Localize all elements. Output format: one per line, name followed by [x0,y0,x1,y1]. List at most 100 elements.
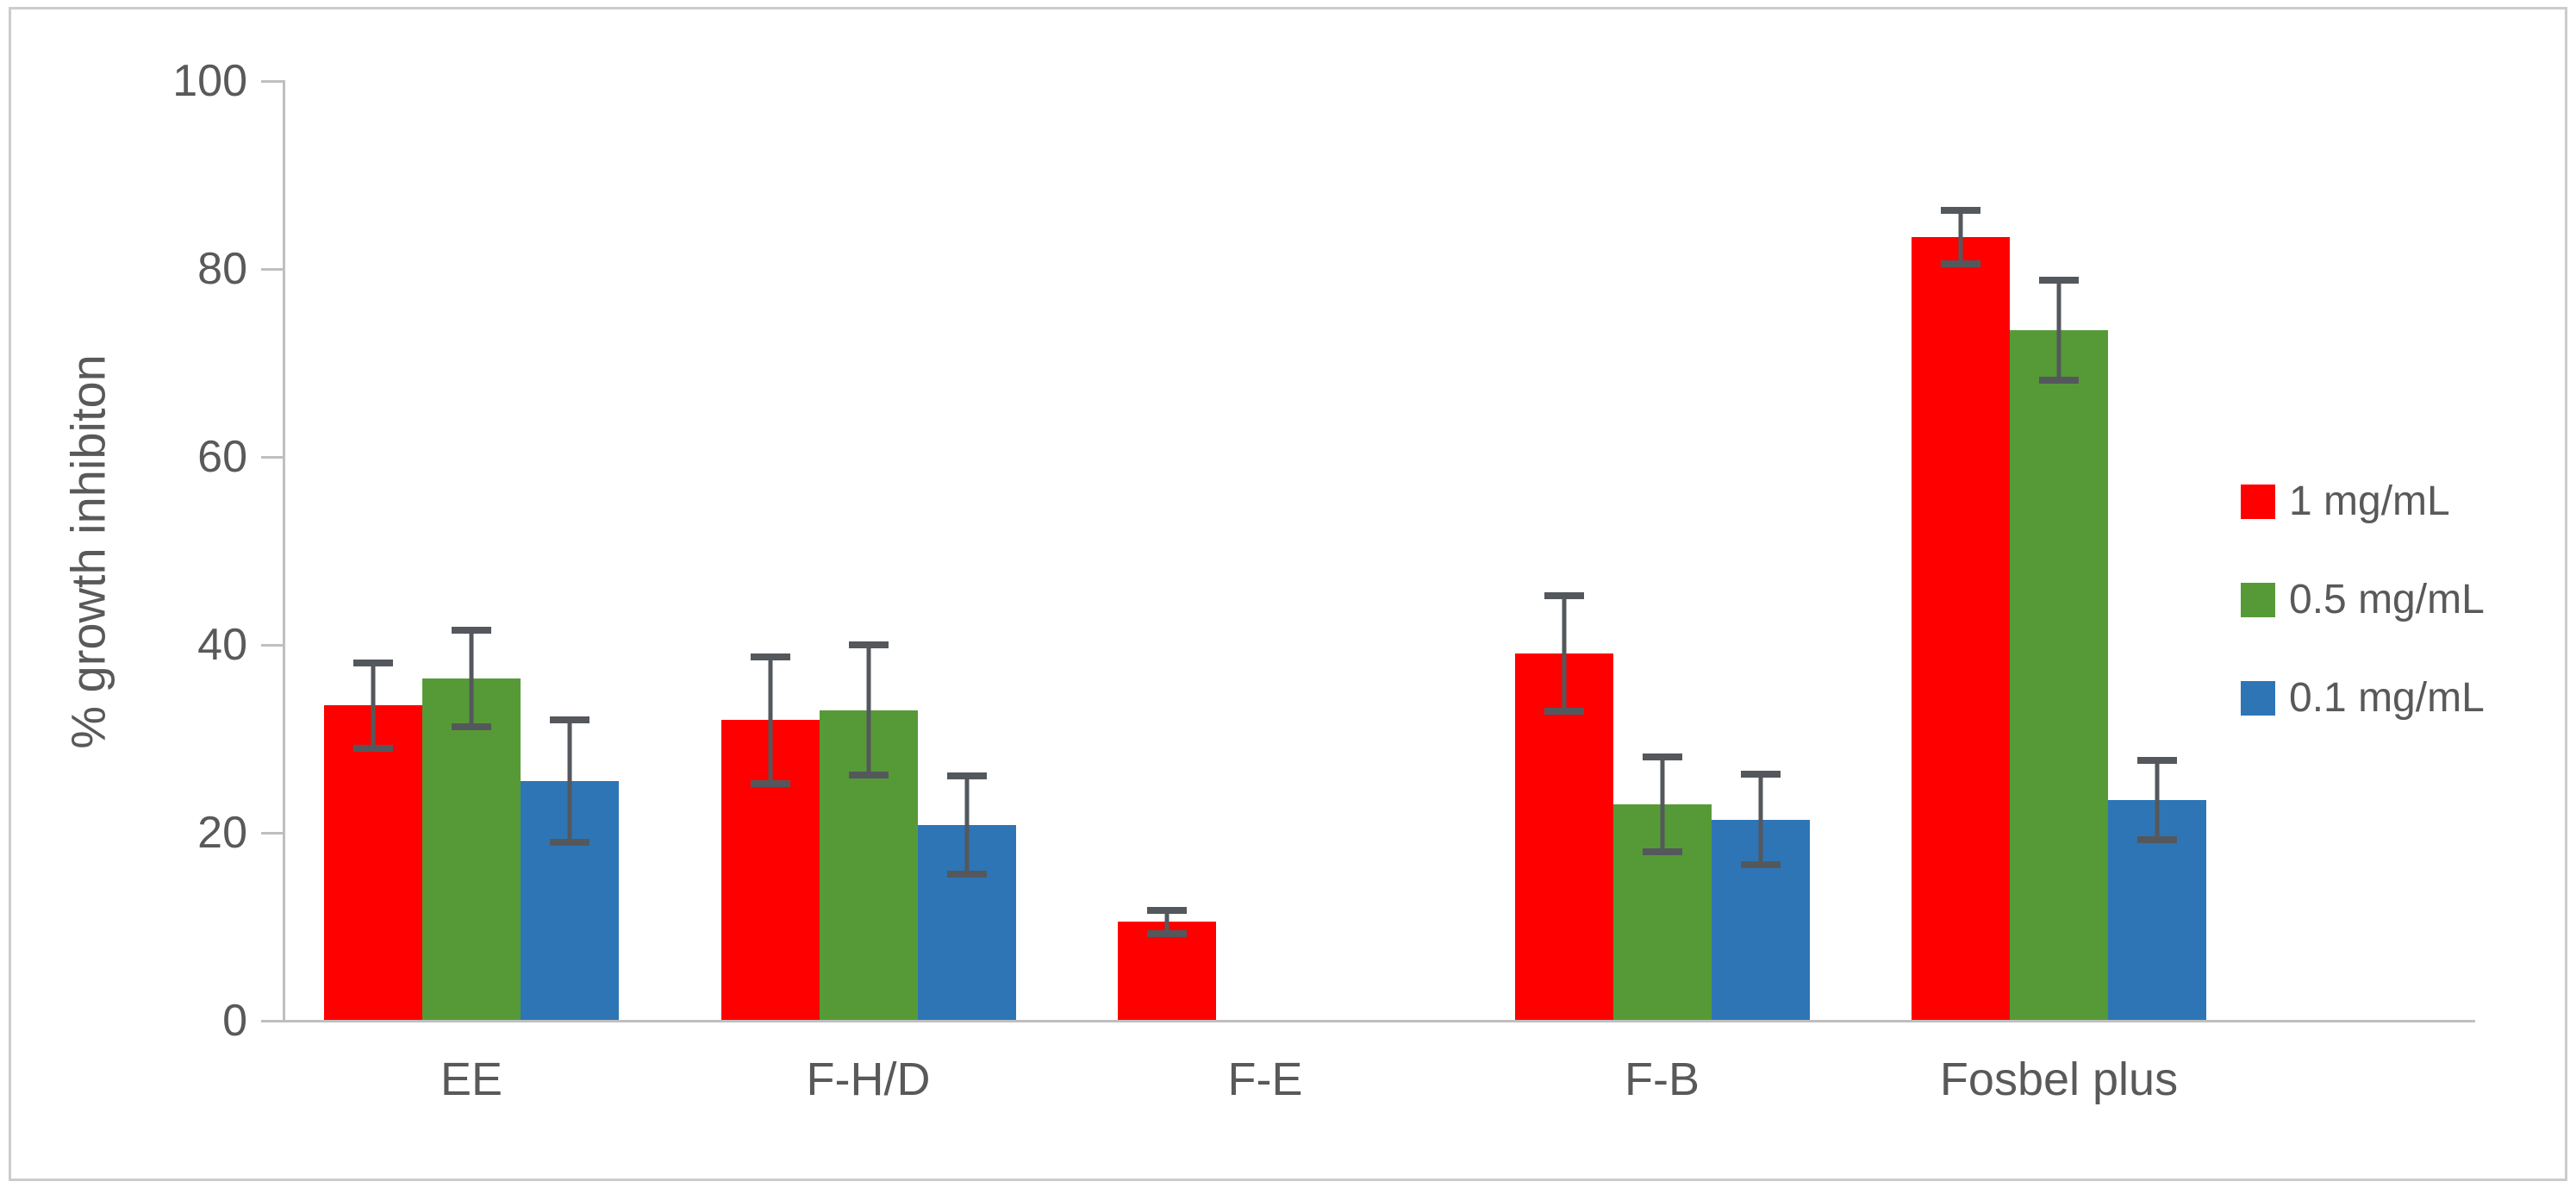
error-bar [1941,207,1980,267]
error-bar-cap-top [452,627,491,634]
error-bar [1544,592,1584,715]
y-tick-label: 40 [197,620,247,670]
error-bar-cap-top [2137,757,2177,764]
error-bar-cap-top [750,653,790,660]
error-bar-line [964,772,969,878]
x-axis-line [283,1020,2475,1022]
category-label-F-H/D: F-H/D [806,1054,931,1105]
error-bar-cap-top [1147,907,1187,914]
error-bar-line [1562,592,1566,715]
bar-F-B-1mgmL [1514,592,1613,1020]
error-bar [1740,771,1781,868]
error-bar-cap-bottom [1544,708,1584,715]
bar-Fosbel plus-1mgmL [1912,207,2010,1020]
category-label-Fosbel plus: Fosbel plus [1939,1054,2179,1105]
legend-item-0.5mgmL: 0.5 mg/mL [2241,579,2485,621]
error-bar-cap-top [946,772,987,779]
legend-swatch [2241,485,2275,519]
error-bar-cap-bottom [550,839,589,846]
error-bar-cap-top [1642,753,1682,760]
error-bar-cap-bottom [353,745,393,752]
y-axis-line [283,80,285,1022]
y-tick-label: 60 [197,432,247,482]
error-bar-cap-bottom [1147,930,1187,937]
y-tick [261,268,283,271]
error-bar [2137,757,2177,843]
y-tick-label: 0 [222,996,247,1046]
bar-EE-0.1mgmL [521,716,619,1020]
error-bar-cap-top [353,660,393,666]
error-bar-line [768,653,772,787]
bar-Fosbel plus-0.1mgmL [2108,757,2206,1020]
error-bar-cap-top [1941,207,1980,214]
error-bar-cap-top [1740,771,1781,778]
error-bar-cap-top [848,641,889,648]
bar-group-Fosbel plus [1911,80,2207,1020]
y-tick-label: 20 [197,808,247,858]
legend-swatch [2241,583,2275,617]
bar-F-H/D-0.5mgmL [819,641,918,1020]
error-bar [2039,277,2079,384]
error-bar-cap-bottom [452,723,491,730]
bar-group-F-B [1514,80,1811,1020]
legend-item-1mgmL: 1 mg/mL [2241,481,2485,522]
error-bar-line [1164,907,1169,937]
legend-swatch [2241,681,2275,716]
bar-F-B-0.1mgmL [1711,771,1810,1020]
legend-item-0.1mgmL: 0.1 mg/mL [2241,675,2485,721]
error-bar [1642,753,1682,855]
bar-Fosbel plus-0.5mgmL [2010,277,2108,1020]
error-bar-line [1958,207,1963,267]
category-label-EE: EE [440,1054,503,1105]
error-bar-cap-bottom [848,772,889,778]
error-bar-cap-top [2039,277,2079,284]
bar-group-EE [323,80,620,1020]
error-bar-cap-bottom [2137,836,2177,843]
error-bar-line [1758,771,1762,868]
error-bar-line [371,660,376,752]
error-bar-line [2155,757,2160,843]
error-bar-cap-bottom [1740,861,1781,868]
bar-F-E-1mgmL [1118,907,1216,1020]
bar-F-B-0.5mgmL [1612,753,1712,1020]
error-bar [946,772,987,878]
y-tick [261,1020,283,1022]
bar-group-F-H/D [720,80,1017,1020]
error-bar [1147,907,1187,937]
category-label-F-B: F-B [1625,1054,1700,1105]
bar-F-H/D-1mgmL [720,653,820,1020]
y-tick [261,456,283,459]
error-bar-line [469,627,474,730]
bar-group-F-E [1117,80,1413,1020]
y-tick [261,80,283,83]
bar-EE-0.5mgmL [422,627,521,1020]
error-bar [353,660,393,752]
legend-label: 1 mg/mL [2289,478,2450,524]
category-label-F-E: F-E [1227,1054,1303,1105]
y-tick-label: 80 [197,244,247,294]
error-bar [452,627,491,730]
error-bar-line [2056,277,2061,384]
error-bar-cap-bottom [1642,848,1682,855]
error-bar [848,641,889,778]
legend-label: 0.5 mg/mL [2289,577,2485,622]
error-bar-line [567,716,572,846]
legend: 1 mg/mL 0.5 mg/mL 0.1 mg/mL [2241,481,2485,779]
legend-label: 0.1 mg/mL [2289,675,2485,721]
error-bar-cap-bottom [2039,377,2079,384]
error-bar-line [1660,753,1664,855]
y-tick [261,832,283,835]
error-bar-cap-top [1544,592,1584,599]
y-tick-label: 100 [172,56,247,106]
bar-F-H/D-0.1mgmL [917,772,1016,1020]
error-bar-line [866,641,870,778]
error-bar [550,716,589,846]
error-bar-cap-bottom [946,871,987,878]
error-bar [750,653,790,787]
error-bar-cap-bottom [1941,260,1980,267]
y-tick [261,644,283,647]
error-bar-cap-bottom [750,780,790,787]
bar-EE-1mgmL [324,660,422,1020]
y-axis-title: % growth inhibiton [60,354,115,749]
